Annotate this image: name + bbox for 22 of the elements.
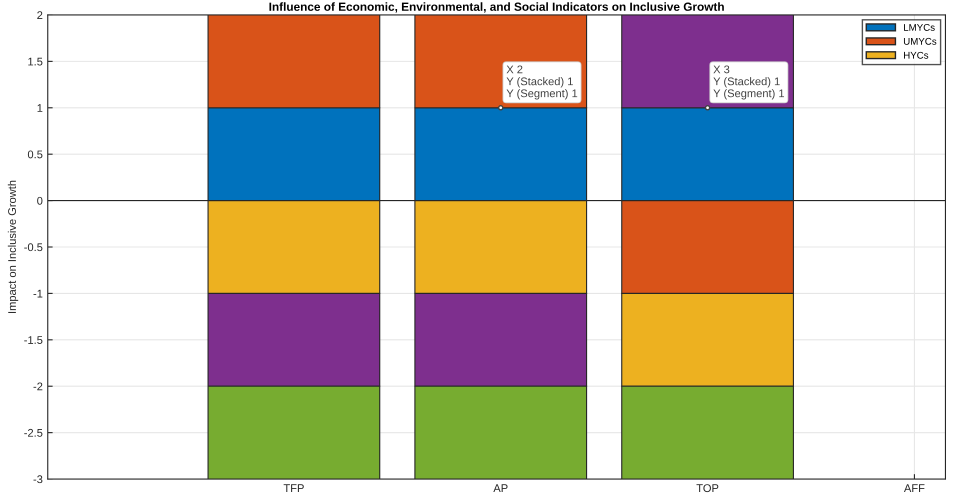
y-tick-label: 0 xyxy=(37,196,42,205)
y-tick-label: 1 xyxy=(38,104,42,112)
y-tick-label: 0.5 xyxy=(28,150,42,158)
x-tick-label: AFF xyxy=(904,484,924,492)
x-tick-label: TFP xyxy=(284,484,304,492)
legend-label: LMYCs xyxy=(904,24,935,31)
legend-label: UMYCs xyxy=(904,38,936,45)
annotation: X 3 Y (Stacked) 1 Y (Segment) 1 xyxy=(713,65,784,100)
y-tick-label: -2 xyxy=(34,382,42,390)
y-tick-label: -2.5 xyxy=(24,428,42,437)
y-tick-label: -0.5 xyxy=(24,243,42,252)
y-tick-label: 2 xyxy=(37,11,42,19)
y-tick-label: -1.5 xyxy=(24,336,42,344)
x-tick-label: TOP xyxy=(696,484,718,492)
legend-label: HYCs xyxy=(904,52,928,59)
y-tick-label: -3 xyxy=(34,475,42,484)
y-tick-label: 1.5 xyxy=(28,58,42,66)
annotation: X 2 Y (Stacked) 1 Y (Segment) 1 xyxy=(506,65,578,100)
y-tick-label: -1 xyxy=(34,290,42,298)
chart-title: Influence of Economic, Environmental, and Social Indicators on Inclusive Growth xyxy=(269,2,724,13)
x-tick-label: AP xyxy=(493,484,508,492)
y-axis-title: Impact on Inclusive Growth xyxy=(8,180,18,313)
